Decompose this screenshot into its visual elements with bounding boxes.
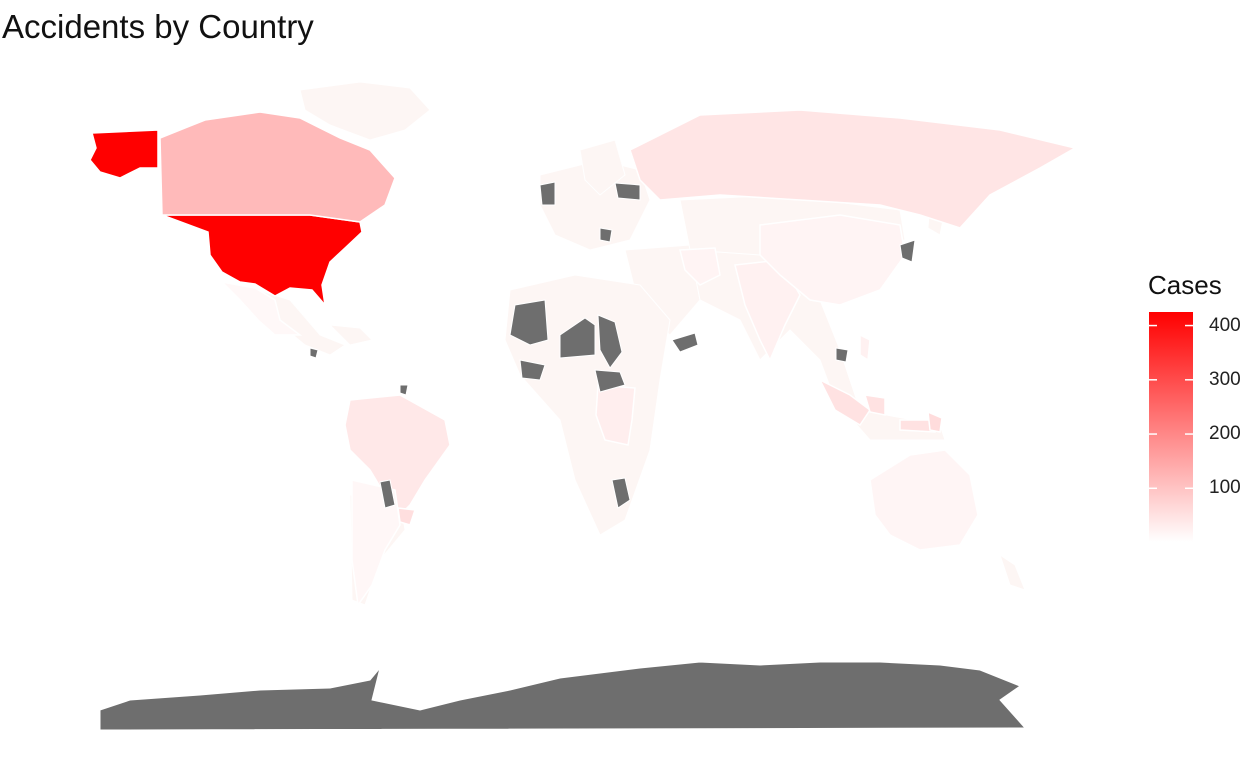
country-no-data [611,477,631,509]
country-fills [89,109,1078,731]
country-china [759,214,906,306]
land-region [328,324,373,346]
country-no-data [539,181,556,206]
country-no-data [509,299,549,346]
land-region [579,139,626,196]
country-iran [679,247,721,286]
country-no-data [309,347,319,359]
country-indonesia [863,394,886,416]
country-no-data [599,227,613,243]
country-no-data [835,347,849,363]
legend-tick-label: 200 [1209,423,1241,445]
country-no-data [594,369,626,393]
country-no-data [379,479,396,509]
chart-title: Accidents by Country [2,8,314,45]
country-uruguay [397,507,417,526]
country-no-data [899,239,916,263]
land-region [299,81,431,141]
country-indonesia [818,378,872,427]
country-no-data [519,359,546,381]
country-dr-congo [595,384,636,446]
country-united-states [89,129,159,179]
legend-title: Cases [1148,270,1222,300]
country-philippines [859,333,871,362]
country-no-data [597,314,623,369]
country-no-data [614,182,641,201]
country-australia [869,449,979,551]
country-no-data [399,384,409,396]
legend-color-bar [1149,312,1193,542]
country-no-data [671,332,699,353]
country-indonesia [899,419,936,433]
country-argentina [351,479,401,608]
country-mexico [219,280,303,336]
country-no-data [559,317,596,359]
legend-tick-label: 400 [1209,314,1241,336]
country-russia [629,109,1078,229]
legend-tick-label: 100 [1209,477,1241,499]
land-region [999,553,1026,591]
legend-tick-label: 300 [1209,368,1241,390]
country-papua-new-guinea [927,410,943,433]
country-canada [159,111,396,223]
country-united-states [161,214,363,308]
country-no-data [99,661,1027,731]
